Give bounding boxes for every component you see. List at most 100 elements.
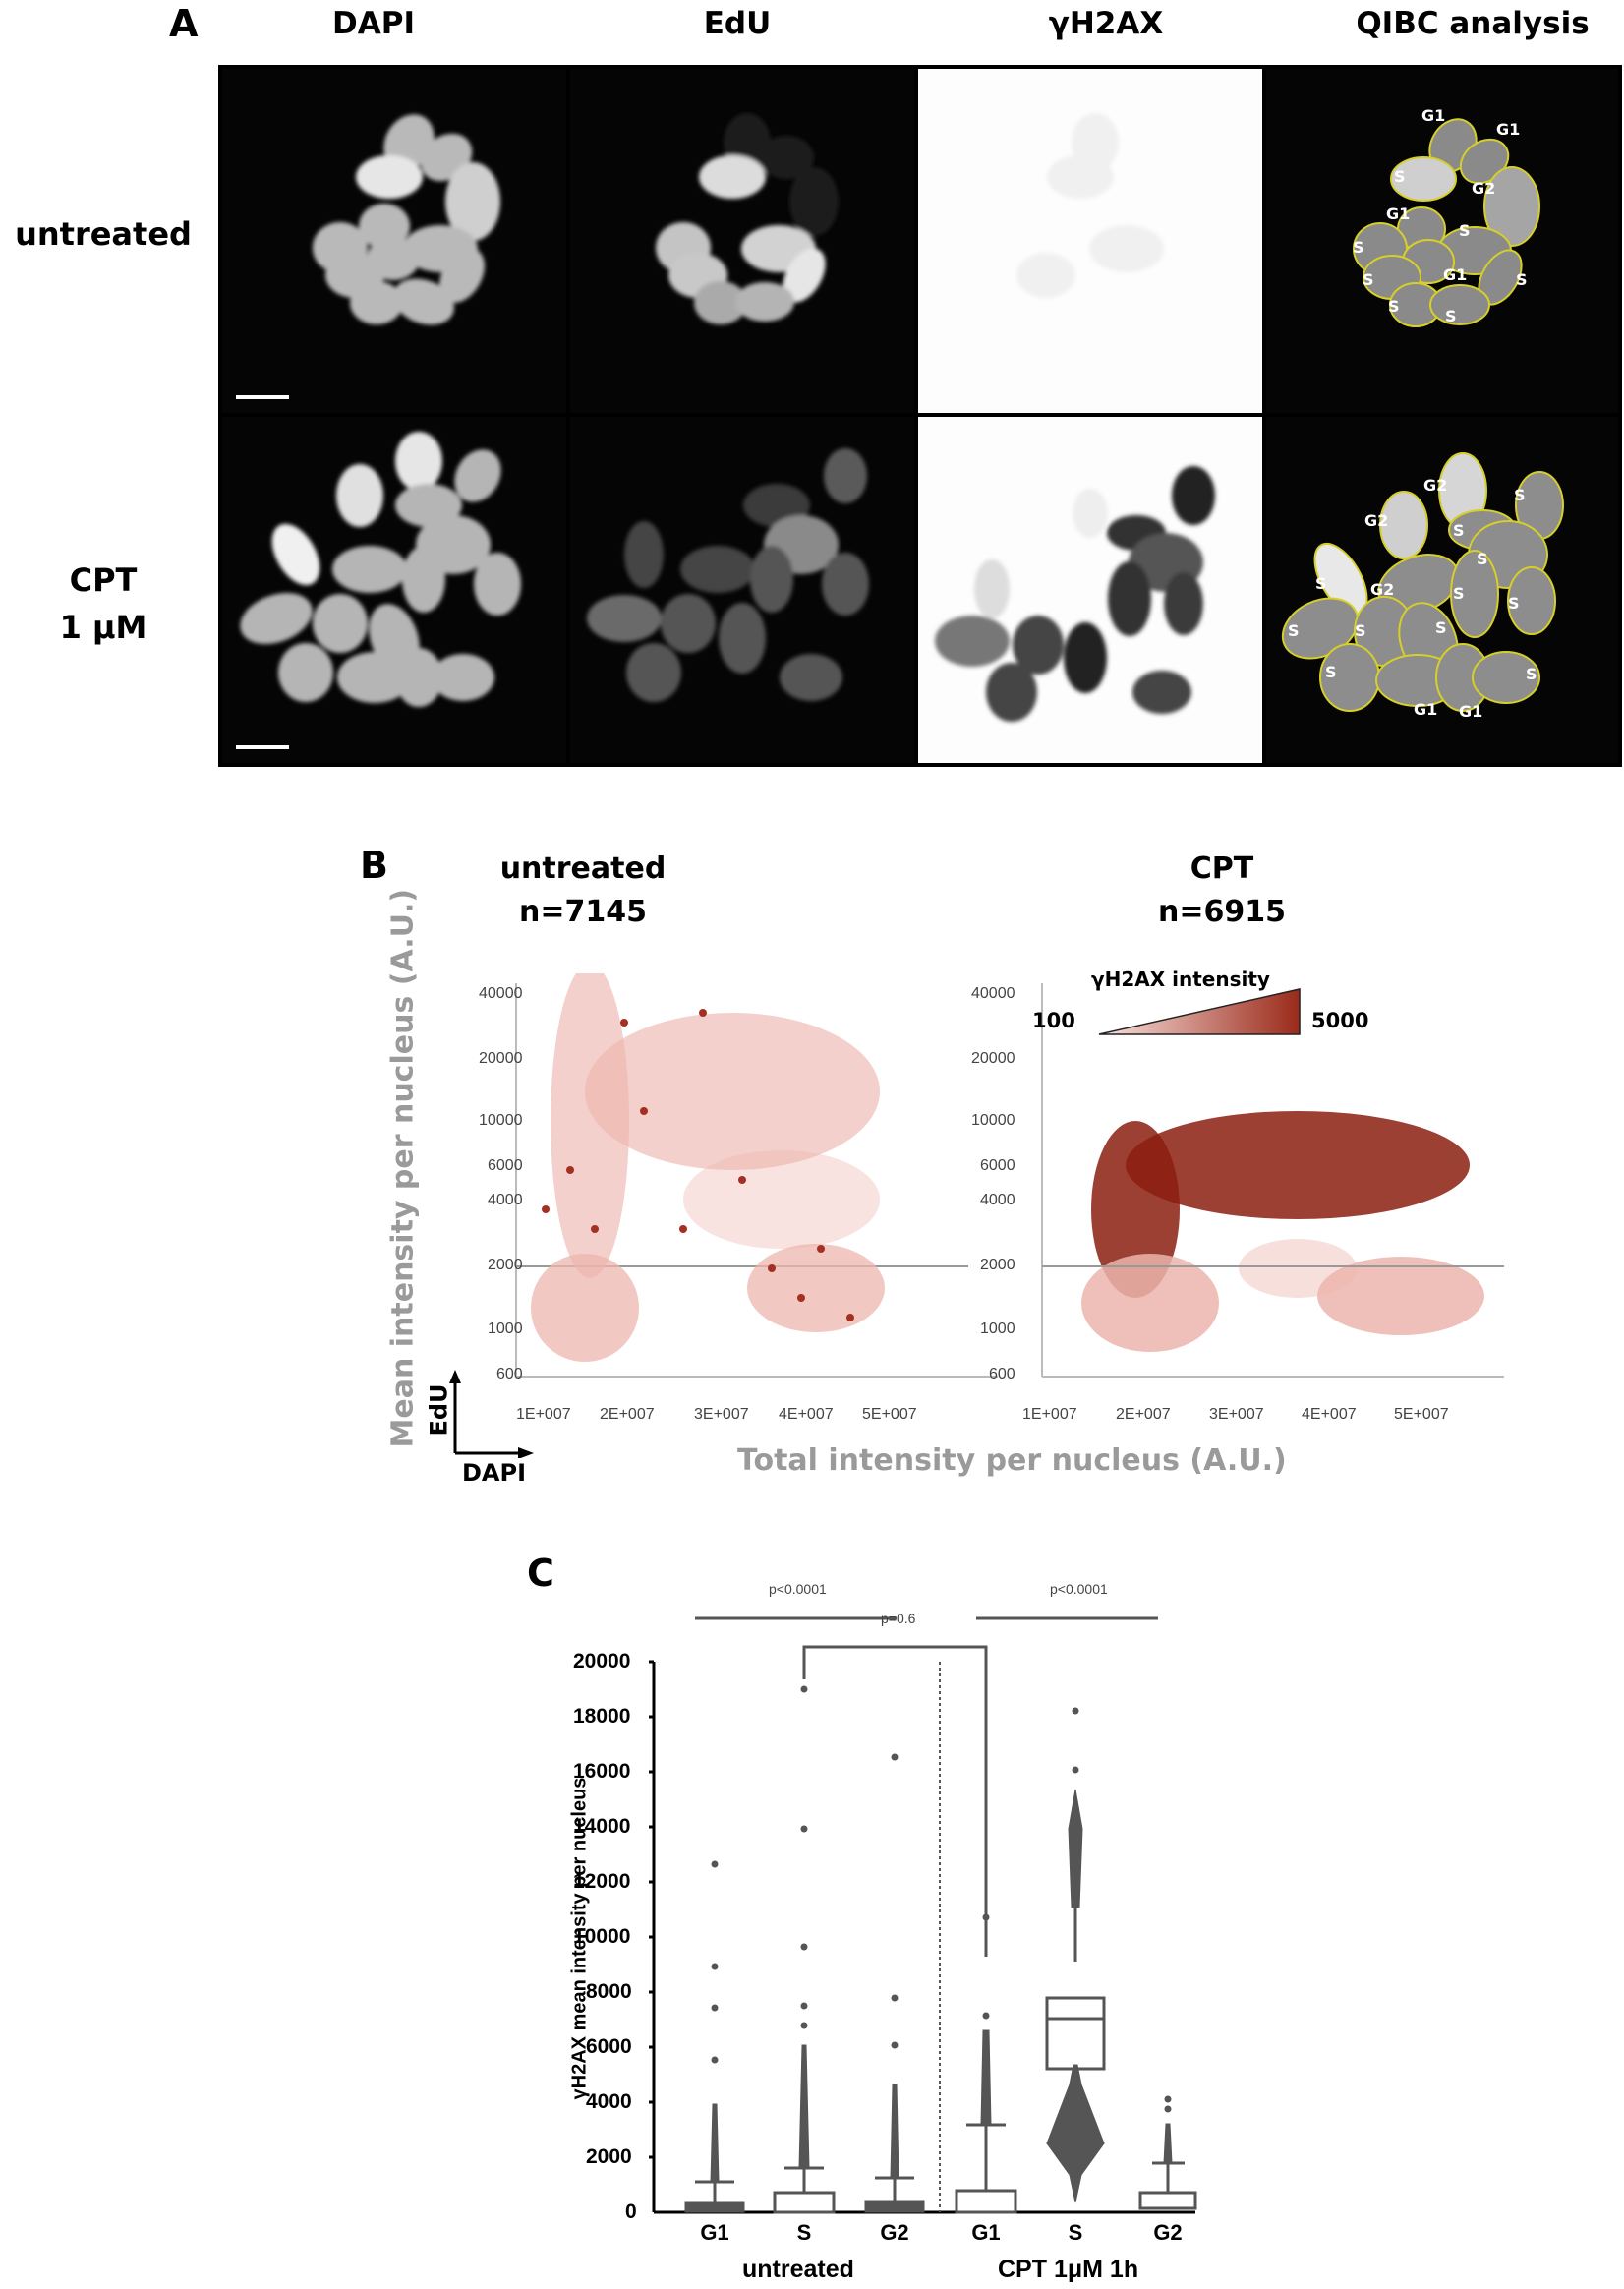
- qibc-label: G2: [1364, 511, 1389, 530]
- y-tick: 16000: [573, 1760, 631, 1783]
- stat-label-untreated: p<0.0001: [769, 1581, 827, 1597]
- micrograph-qibc-cpt: G2 S G2 S S S G2 S S S S S S S G1 G1: [1266, 417, 1618, 763]
- qibc-label: S: [1514, 486, 1526, 504]
- qibc-label: G2: [1472, 179, 1496, 198]
- category-label: G2: [1153, 2220, 1183, 2245]
- x-tick: 4E+007: [779, 1406, 834, 1423]
- qibc-label: G2: [1370, 580, 1395, 599]
- column-title-dapi: DAPI: [332, 6, 415, 41]
- box-plot: [644, 1573, 1199, 2222]
- row-label-untreated: untreated: [0, 210, 206, 258]
- qibc-nuclei-outlines: [1353, 118, 1540, 327]
- category-label: S: [1068, 2220, 1083, 2245]
- y-tick: 40000: [479, 985, 523, 1002]
- y-tick: 20000: [479, 1050, 523, 1067]
- intensity-legend: γH2AX intensity 100 5000: [1032, 964, 1425, 1042]
- y-tick: 4000: [586, 2090, 632, 2113]
- x-tick: 2E+007: [1116, 1406, 1171, 1423]
- stat-label-cross: p=0.6: [881, 1611, 916, 1626]
- qibc-label: G1: [1386, 205, 1411, 223]
- qibc-label: S: [1516, 270, 1528, 289]
- qibc-label: S: [1445, 307, 1457, 325]
- panel-a-letter: A: [169, 2, 199, 45]
- category-label: G1: [700, 2220, 729, 2245]
- category-label: S: [796, 2220, 812, 2245]
- scatter-untreated-svg: [515, 964, 998, 1378]
- scatter-title-untreated: untreated n=7145: [435, 848, 730, 934]
- nuclei-image: [240, 432, 521, 707]
- qibc-label: S: [1453, 521, 1465, 540]
- scatter-x-axis-label: Total intensity per nucleus (A.U.): [737, 1443, 1287, 1478]
- scatter-cpt-svg: [1041, 983, 1504, 1378]
- legend-gradient-wedge: [1098, 988, 1301, 1035]
- scatter-title-cpt: CPT n=6915: [1074, 848, 1369, 934]
- y-tick: 20000: [573, 1650, 631, 1673]
- category-label: G2: [880, 2220, 909, 2245]
- qibc-label: S: [1363, 270, 1374, 289]
- y-tick: 4000: [980, 1192, 1015, 1208]
- row-label-cpt-line2: 1 μM: [59, 609, 147, 646]
- scale-bar: [236, 395, 289, 399]
- qibc-label: S: [1435, 618, 1447, 637]
- y-tick: 0: [625, 2201, 637, 2223]
- y-tick: 10000: [971, 1112, 1015, 1129]
- micrograph-grid: G1 G1 S G2 G1 S S S G1 S S S: [218, 65, 1622, 767]
- x-tick: 4E+007: [1302, 1406, 1357, 1423]
- scatter-n-cpt: n=6915: [1158, 895, 1286, 929]
- legend-min: 100: [1032, 1009, 1075, 1032]
- qibc-label: G1: [1443, 265, 1468, 284]
- row-label-untreated-line1: untreated: [15, 215, 192, 253]
- nuclei-image: [656, 113, 839, 324]
- y-tick: 600: [989, 1366, 1015, 1382]
- qibc-label: S: [1353, 238, 1364, 257]
- scatter-n-untreated: n=7145: [519, 895, 647, 929]
- qibc-label: S: [1508, 594, 1520, 613]
- y-tick: 18000: [573, 1705, 631, 1728]
- scale-bar: [236, 745, 289, 749]
- x-tick: 5E+007: [1394, 1406, 1449, 1423]
- x-tick: 3E+007: [1209, 1406, 1264, 1423]
- qibc-label: S: [1477, 550, 1488, 568]
- y-tick: 1000: [980, 1321, 1015, 1337]
- column-title-gh2ax: γH2AX: [1048, 6, 1164, 41]
- x-tick: 5E+007: [862, 1406, 917, 1423]
- legend-title: γH2AX intensity: [1091, 968, 1270, 991]
- micrograph-dapi-cpt: [222, 417, 566, 763]
- y-tick: 10000: [573, 1925, 631, 1948]
- group-label-untreated: untreated: [742, 2256, 854, 2283]
- y-tick: 6000: [586, 2035, 632, 2058]
- y-tick: 2000: [980, 1257, 1015, 1273]
- y-tick: 8000: [586, 1980, 632, 2003]
- qibc-label: S: [1325, 663, 1337, 681]
- column-title-edu: EdU: [703, 6, 772, 41]
- y-tick: 14000: [573, 1815, 631, 1838]
- scatter-title-cpt-label: CPT: [1189, 851, 1254, 886]
- qibc-label: G1: [1414, 700, 1438, 719]
- qibc-label: G2: [1423, 476, 1448, 495]
- qibc-label: S: [1315, 574, 1327, 593]
- micrograph-gh2ax-untreated: [918, 69, 1262, 413]
- qibc-label: S: [1355, 621, 1366, 640]
- x-tick: 1E+007: [1022, 1406, 1077, 1423]
- nuclei-image: [935, 466, 1215, 722]
- y-tick: 40000: [971, 985, 1015, 1002]
- qibc-label: S: [1288, 621, 1300, 640]
- row-label-cpt: CPT 1 μM: [0, 557, 206, 651]
- qibc-label: S: [1526, 665, 1537, 683]
- y-tick: 4000: [488, 1192, 523, 1208]
- y-tick: 2000: [586, 2145, 632, 2168]
- qibc-label: S: [1388, 297, 1400, 316]
- y-tick: 6000: [488, 1157, 523, 1174]
- panel-c-letter: C: [527, 1552, 554, 1595]
- y-tick: 10000: [479, 1112, 523, 1129]
- inset-y-label: EdU: [425, 1383, 453, 1437]
- scatter-title-untreated-label: untreated: [499, 851, 667, 886]
- scatter-plot-cpt: [1003, 973, 1534, 1396]
- qibc-nuclei-outlines: [1281, 452, 1564, 712]
- qibc-label: G1: [1459, 702, 1483, 721]
- qibc-label: G1: [1421, 106, 1446, 125]
- nuclei-image: [313, 114, 500, 325]
- y-tick: 1000: [488, 1321, 523, 1337]
- x-tick: 2E+007: [600, 1406, 655, 1423]
- legend-max: 5000: [1311, 1009, 1369, 1032]
